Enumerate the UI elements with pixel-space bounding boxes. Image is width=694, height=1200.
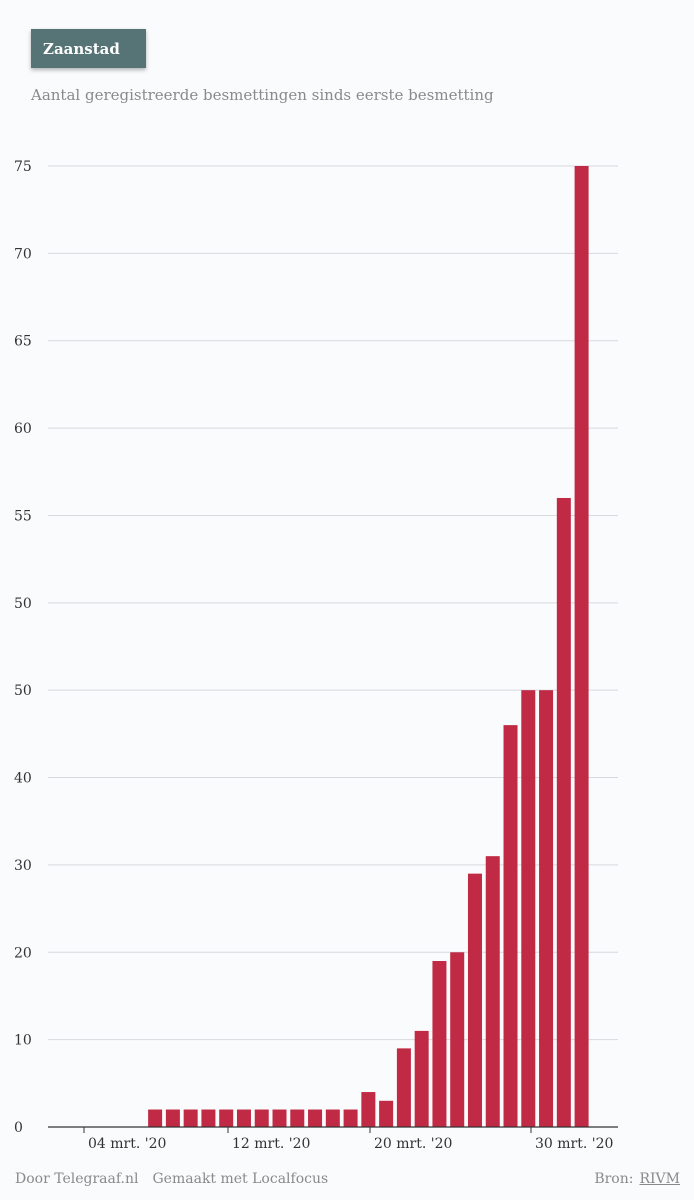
x-tick-label: 20 mrt. '20 [374,1136,452,1152]
chart-title-badge: Zaanstad [31,29,146,68]
bar[interactable] [467,873,482,1127]
bar[interactable] [254,1109,269,1127]
y-tick-label: 60 [14,421,32,437]
y-tick-label: 55 [14,508,32,524]
chart-subtitle: Aantal geregistreerde besmettingen sinds… [31,86,494,104]
bar[interactable] [219,1109,234,1127]
y-tick-label: 70 [14,246,32,262]
footer-made-with: Gemaakt met Localfocus [152,1171,329,1187]
y-tick-label: 50 [14,596,32,612]
bar[interactable] [414,1030,429,1127]
footer-credits: Door Telegraaf.nl Gemaakt met Localfocus [15,1171,328,1187]
y-tick-label: 40 [14,771,32,787]
bar[interactable] [201,1109,216,1127]
bar[interactable] [556,497,571,1127]
bar[interactable] [539,690,554,1127]
bar[interactable] [290,1109,305,1127]
chart-title: Zaanstad [43,39,120,58]
bar[interactable] [574,166,589,1127]
bar[interactable] [485,856,500,1127]
bar[interactable] [379,1100,394,1127]
bar[interactable] [432,961,447,1127]
bar[interactable] [183,1109,198,1127]
y-tick-label: 65 [14,334,32,350]
bar[interactable] [272,1109,287,1127]
source-label: Bron: [594,1171,634,1187]
bar[interactable] [165,1109,180,1127]
bar[interactable] [308,1109,323,1127]
bar[interactable] [396,1048,411,1127]
y-tick-label: 75 [14,159,32,175]
footer-author: Door Telegraaf.nl [15,1171,139,1187]
footer-source: Bron: RIVM [594,1171,680,1187]
x-tick-label: 30 mrt. '20 [535,1136,613,1152]
bar[interactable] [503,725,518,1127]
bar[interactable] [343,1109,358,1127]
bar[interactable] [236,1109,251,1127]
source-link[interactable]: RIVM [639,1171,680,1187]
bar[interactable] [450,952,465,1127]
y-tick-label: 20 [14,945,32,961]
x-tick-label: 04 mrt. '20 [88,1136,166,1152]
x-tick-label: 12 mrt. '20 [232,1136,310,1152]
bar[interactable] [148,1109,163,1127]
y-tick-label: 50 [14,683,32,699]
bar[interactable] [361,1092,376,1127]
y-tick-label: 30 [14,858,32,874]
bar[interactable] [521,690,536,1127]
y-tick-label: 0 [14,1120,23,1136]
bar-chart: 0 10 20 30 40 50 50 55 60 65 70 75 04 mrt. '20 12 mrt… [14,159,618,1152]
bar[interactable] [325,1109,340,1127]
y-tick-label: 10 [14,1033,32,1049]
